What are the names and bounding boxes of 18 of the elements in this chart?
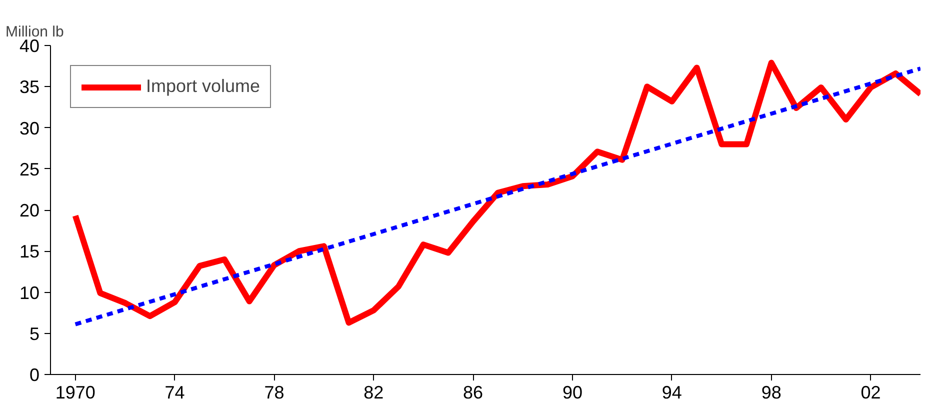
y-tick-label: 15 <box>19 242 40 262</box>
y-tick-label: 10 <box>19 282 40 303</box>
y-tick-label: 0 <box>29 365 40 385</box>
x-tick-label: 02 <box>860 382 881 402</box>
y-tick-label: 30 <box>19 118 40 138</box>
x-tick-label: 86 <box>463 382 484 402</box>
x-tick-label: 98 <box>761 382 782 402</box>
y-tick-label: 20 <box>19 200 40 220</box>
x-tick-label: 90 <box>562 382 583 402</box>
y-tick-label: 5 <box>29 324 40 344</box>
y-tick-label: 25 <box>19 159 40 180</box>
legend-label: Import volume <box>146 76 260 97</box>
x-tick-label: 94 <box>662 382 682 402</box>
x-tick-label: 78 <box>264 382 284 402</box>
x-tick-label: 74 <box>164 382 185 402</box>
y-tick-label: 35 <box>19 77 40 98</box>
x-tick-label: 1970 <box>55 382 96 402</box>
x-tick-label: 82 <box>364 382 384 402</box>
